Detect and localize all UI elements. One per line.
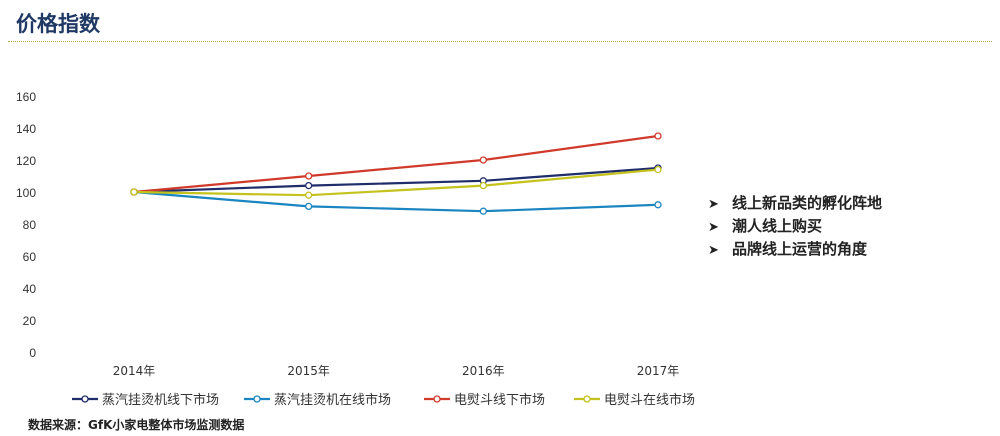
y-tick-label: 60 <box>23 250 37 264</box>
legend-label: 电熨斗在线市场 <box>604 392 695 408</box>
series-line <box>133 168 659 197</box>
arrow-bullet-icon: ➤ <box>708 243 719 258</box>
data-point <box>479 181 487 190</box>
data-point <box>479 207 487 215</box>
legend-swatch-marker <box>433 395 441 403</box>
data-point <box>479 156 487 164</box>
x-tick-label: 2017年 <box>637 364 680 378</box>
series-line <box>133 166 659 194</box>
x-tick-label: 2015年 <box>287 364 330 378</box>
arrow-bullet-icon: ➤ <box>708 220 719 235</box>
y-tick-label: 120 <box>16 154 36 168</box>
y-tick-label: 80 <box>23 218 37 232</box>
data-point <box>305 172 313 180</box>
data-point <box>305 191 313 199</box>
bullet-list: ➤ 线上新品类的孵化阵地 ➤ 潮人线上购买 ➤ 品牌线上运营的角度 <box>708 192 882 261</box>
legend-swatch-marker <box>253 395 261 403</box>
y-tick-label: 0 <box>29 346 36 360</box>
data-point <box>305 202 313 211</box>
data-point <box>654 132 662 140</box>
x-tick-label: 2016年 <box>462 364 505 378</box>
x-tick-label: 2014年 <box>113 364 156 378</box>
y-tick-label: 40 <box>23 282 37 296</box>
bullet-text: 线上新品类的孵化阵地 <box>732 194 883 212</box>
legend-label: 蒸汽挂烫机在线市场 <box>274 392 391 408</box>
page-title: 价格指数 <box>16 12 100 36</box>
legend-swatch-marker <box>583 395 591 403</box>
source-note: 数据来源：GfK小家电整体市场监测数据 <box>28 418 245 432</box>
bullet-text: 品牌线上运营的角度 <box>732 240 868 258</box>
legend-label: 电熨斗线下市场 <box>454 392 545 408</box>
y-tick-label: 160 <box>16 90 36 104</box>
bullet-item: ➤ 线上新品类的孵化阵地 <box>708 192 882 215</box>
series-line <box>133 190 659 213</box>
y-tick-label: 100 <box>16 186 36 200</box>
data-point <box>654 165 662 174</box>
title-divider <box>8 41 992 42</box>
y-tick-label: 20 <box>23 314 37 328</box>
data-point <box>305 181 313 190</box>
legend-swatch-marker <box>81 395 89 403</box>
arrow-bullet-icon: ➤ <box>708 197 719 212</box>
series-line <box>133 134 659 194</box>
legend-label: 蒸汽挂烫机线下市场 <box>102 392 219 408</box>
bullet-text: 潮人线上购买 <box>732 217 823 235</box>
y-tick-label: 140 <box>16 122 36 136</box>
bullet-item: ➤ 品牌线上运营的角度 <box>708 238 882 261</box>
data-point <box>130 188 138 196</box>
data-point <box>654 201 662 209</box>
bullet-item: ➤ 潮人线上购买 <box>708 215 882 238</box>
